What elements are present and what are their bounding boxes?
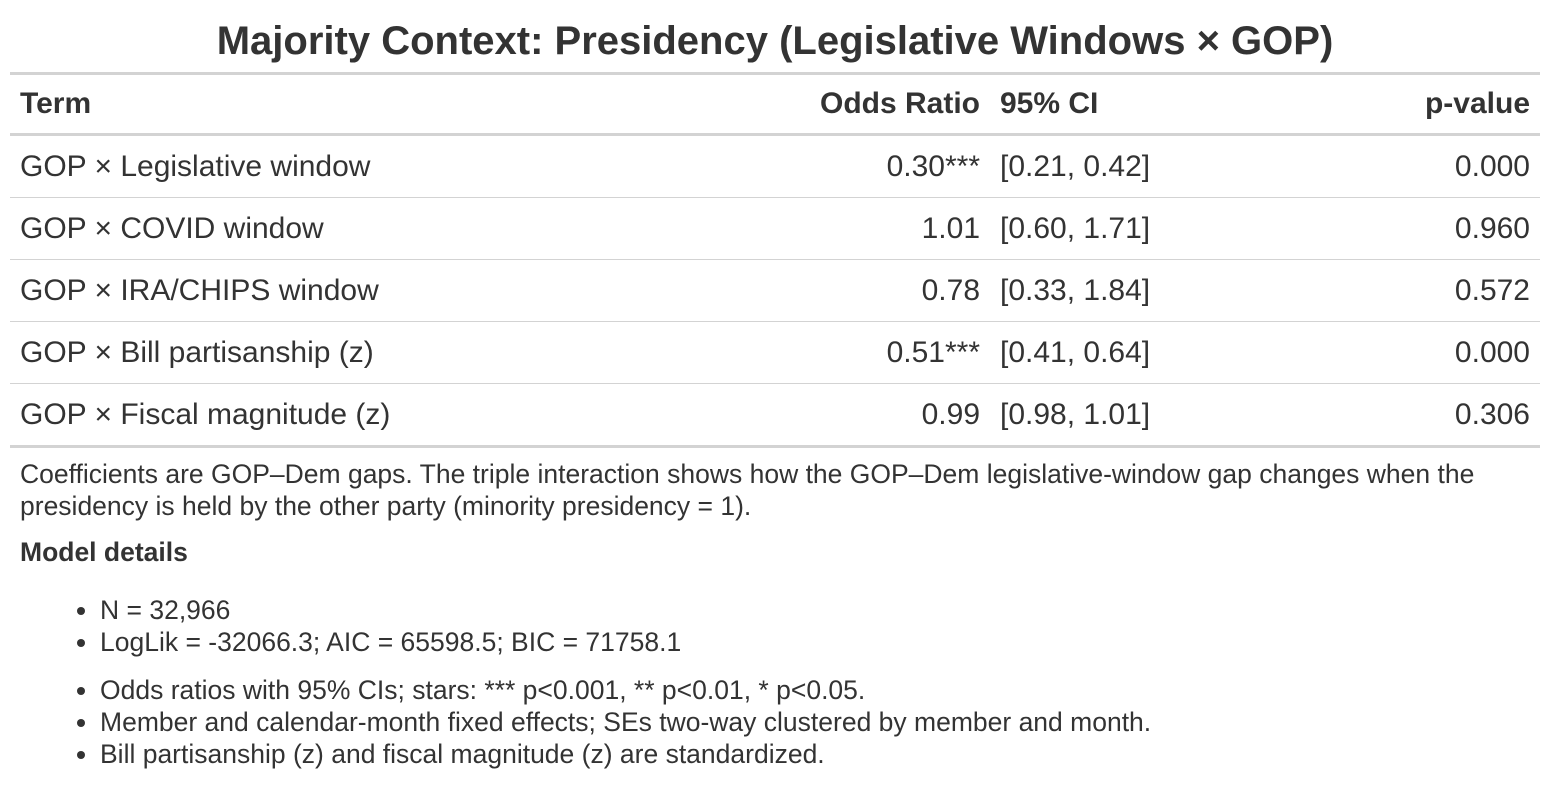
table-title: Majority Context: Presidency (Legislativ… [216, 19, 1334, 63]
term-cell: GOP × IRA/CHIPS window [10, 259, 770, 322]
table-row: GOP × Legislative window 0.30*** [0.21, … [10, 134, 1540, 198]
odds-ratio-cell: 0.78 [770, 259, 990, 322]
p-value-cell: 0.000 [1250, 321, 1540, 384]
regression-table: Term Odds Ratio 95% CI p-value GOP × Leg… [10, 72, 1540, 448]
list-item: Bill partisanship (z) and fiscal magnitu… [100, 738, 1530, 770]
model-details-heading: Model details [20, 537, 188, 567]
table-row: GOP × COVID window 1.01 [0.60, 1.71] 0.9… [10, 197, 1540, 260]
footnote: Coefficients are GOP–Dem gaps. The tripl… [20, 459, 1475, 521]
list-item: Member and calendar-month fixed effects;… [100, 706, 1530, 738]
column-header-ci: 95% CI [990, 73, 1250, 136]
list-item: LogLik = -32066.3; AIC = 65598.5; BIC = … [100, 626, 1530, 658]
table-row: GOP × Bill partisanship (z) 0.51*** [0.4… [10, 321, 1540, 384]
term-cell: GOP × COVID window [10, 197, 770, 260]
term-cell: GOP × Bill partisanship (z) [10, 321, 770, 384]
list-item: Odds ratios with 95% CIs; stars: *** p<0… [100, 674, 1530, 706]
odds-ratio-cell: 0.51*** [770, 321, 990, 384]
ci-cell: [0.98, 1.01] [1000, 397, 1151, 431]
ci-cell: [0.41, 0.64] [990, 321, 1250, 384]
odds-ratio-cell: 1.01 [770, 197, 990, 260]
regression-table-page: Majority Context: Presidency (Legislativ… [10, 0, 1540, 786]
p-value-cell: 0.572 [1250, 259, 1540, 322]
p-value-cell: 0.306 [1454, 397, 1530, 431]
header-row: Term Odds Ratio 95% CI p-value [10, 73, 1540, 136]
ci-cell: [0.21, 0.42] [990, 134, 1250, 198]
ci-cell: [0.60, 1.71] [990, 197, 1250, 260]
odds-ratio-cell: 0.99 [921, 397, 980, 431]
p-value-cell: 0.000 [1250, 134, 1540, 198]
table-row: GOP × IRA/CHIPS window 0.78 [0.33, 1.84]… [10, 259, 1540, 322]
model-stats-list: N = 32,966 LogLik = -32066.3; AIC = 6559… [20, 594, 1530, 658]
p-value-cell: 0.960 [1250, 197, 1540, 260]
list-item: N = 32,966 [100, 594, 1530, 626]
model-notes-list: Odds ratios with 95% CIs; stars: *** p<0… [20, 674, 1530, 770]
term-cell: GOP × Legislative window [10, 134, 770, 198]
table-footer: Coefficients are GOP–Dem gaps. The tripl… [10, 448, 1540, 770]
column-header-odds-ratio: Odds Ratio [770, 73, 990, 136]
table-row: GOP × Fiscal magnitude (z) 0.99 [0.98, 1… [10, 384, 1540, 447]
term-cell: GOP × Fiscal magnitude (z) [20, 397, 391, 431]
ci-cell: [0.33, 1.84] [990, 259, 1250, 322]
odds-ratio-cell: 0.30*** [770, 134, 990, 198]
column-header-p-value: p-value [1250, 73, 1540, 136]
column-header-term: Term [10, 73, 770, 136]
